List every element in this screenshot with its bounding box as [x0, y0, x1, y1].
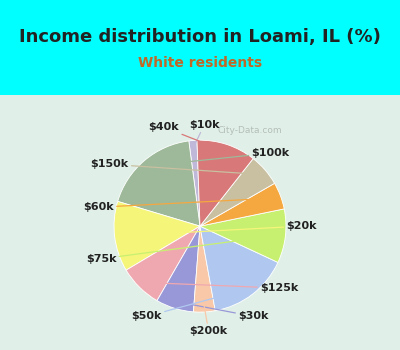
Wedge shape — [200, 209, 286, 262]
Text: City-Data.com: City-Data.com — [218, 126, 282, 135]
Text: $150k: $150k — [91, 159, 260, 174]
Wedge shape — [126, 226, 200, 301]
Text: White residents: White residents — [138, 56, 262, 70]
Text: $10k: $10k — [189, 120, 220, 147]
Wedge shape — [189, 140, 200, 226]
Wedge shape — [200, 159, 274, 226]
Wedge shape — [118, 141, 200, 226]
Wedge shape — [194, 226, 215, 312]
Text: $40k: $40k — [148, 122, 224, 151]
Wedge shape — [197, 140, 253, 226]
Text: $125k: $125k — [144, 282, 298, 293]
Text: $50k: $50k — [132, 289, 248, 321]
Wedge shape — [157, 226, 200, 312]
Wedge shape — [114, 201, 200, 270]
Text: $30k: $30k — [177, 302, 268, 321]
Text: $20k: $20k — [122, 221, 317, 236]
Text: $75k: $75k — [86, 235, 278, 264]
Text: $100k: $100k — [149, 148, 290, 166]
Wedge shape — [200, 183, 284, 226]
Text: $60k: $60k — [83, 198, 274, 212]
Wedge shape — [200, 226, 278, 311]
Text: Income distribution in Loami, IL (%): Income distribution in Loami, IL (%) — [19, 28, 381, 46]
Text: $200k: $200k — [190, 305, 228, 336]
